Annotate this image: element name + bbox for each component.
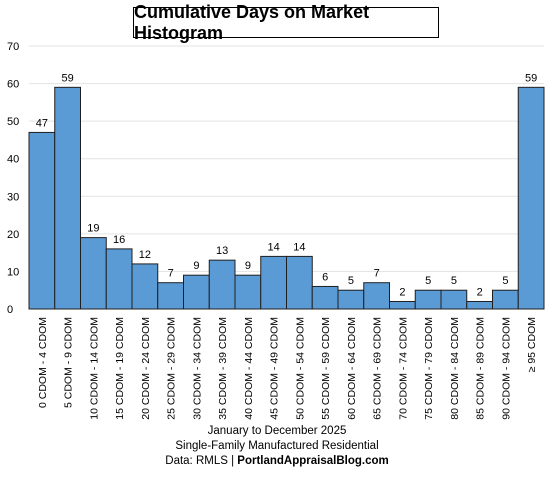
bar — [28, 131, 56, 310]
bar — [311, 285, 339, 310]
bar — [234, 274, 262, 310]
bar — [208, 259, 236, 310]
bar-value-label: 5 — [502, 275, 508, 287]
x-tick-label: 5 CDOM - 9 CDOM — [63, 317, 75, 408]
bar-value-label: 7 — [374, 268, 380, 280]
bar-value-label: 2 — [399, 286, 405, 298]
bar — [54, 86, 81, 310]
bar-value-label: 19 — [87, 223, 99, 235]
bar — [363, 282, 390, 310]
chart-title: Cumulative Days on Market Histogram — [133, 2, 439, 43]
y-tick-label: 20 — [7, 229, 19, 241]
bar-value-label: 5 — [451, 275, 457, 287]
bar-value-label: 6 — [322, 271, 328, 283]
x-tick-label: 55 CDOM - 59 CDOM — [320, 317, 332, 420]
bar-value-label: 9 — [193, 260, 199, 272]
bar — [440, 289, 468, 310]
y-tick-label: 10 — [7, 266, 19, 278]
bar — [80, 237, 107, 310]
x-tick-label: 50 CDOM - 54 CDOM — [294, 317, 306, 420]
bar-value-label: 16 — [113, 234, 125, 246]
x-tick-label: 70 CDOM - 74 CDOM — [397, 317, 409, 420]
footer-date-range: January to December 2025 — [207, 425, 347, 437]
bar-value-label: 5 — [348, 275, 354, 287]
bar-value-label: 12 — [139, 249, 151, 261]
bar-value-label: 14 — [268, 241, 280, 253]
x-tick-label: 60 CDOM - 64 CDOM — [346, 317, 358, 420]
x-tick-label: 90 CDOM - 94 CDOM — [500, 317, 512, 420]
bar-value-label: 5 — [425, 275, 431, 287]
x-axis-ticks: 0 CDOM - 4 CDOM 5 CDOM - 9 CDOM 10 CDOM - … — [37, 317, 538, 420]
bar-value-label: 59 — [525, 72, 537, 84]
bar — [260, 255, 287, 310]
bar-value-label: 2 — [477, 286, 483, 298]
bar — [517, 86, 545, 310]
bar-value-label: 7 — [168, 268, 174, 280]
y-tick-label: 40 — [7, 154, 19, 166]
y-axis-ticks: 0 10 20 30 40 50 60 70 — [7, 41, 19, 316]
bar-value-label: 14 — [293, 241, 305, 253]
bar — [492, 289, 519, 310]
x-tick-label: ≥ 95 CDOM — [526, 317, 538, 372]
bar-value-label: 59 — [62, 72, 74, 84]
y-tick-label: 50 — [7, 116, 19, 128]
x-tick-label: 10 CDOM - 14 CDOM — [88, 317, 100, 420]
y-tick-label: 0 — [7, 304, 13, 316]
footer-property-type: Single-Family Manufactured Residential — [175, 440, 379, 452]
bar-value-label: 9 — [245, 260, 251, 272]
x-tick-label: 15 CDOM - 19 CDOM — [114, 317, 126, 420]
y-tick-label: 30 — [7, 191, 19, 203]
bar — [286, 255, 313, 310]
x-tick-label: 20 CDOM - 24 CDOM — [140, 317, 152, 420]
footer-source: Data: RMLS | PortlandAppraisalBlog.com — [0, 454, 554, 469]
y-tick-label: 70 — [7, 41, 19, 53]
x-tick-label: 75 CDOM - 79 CDOM — [423, 317, 435, 420]
bar — [183, 274, 210, 310]
x-tick-label: 0 CDOM - 4 CDOM — [37, 317, 49, 408]
x-tick-label: 45 CDOM - 49 CDOM — [269, 317, 281, 420]
x-tick-label: 40 CDOM - 44 CDOM — [243, 317, 255, 420]
bars — [28, 86, 545, 310]
x-tick-label: 85 CDOM - 89 CDOM — [475, 317, 487, 420]
bar — [414, 289, 442, 310]
bar — [389, 300, 416, 310]
footer-source-prefix: Data: RMLS | — [165, 455, 238, 467]
x-tick-label: 80 CDOM - 84 CDOM — [449, 317, 461, 420]
x-tick-label: 65 CDOM - 69 CDOM — [372, 317, 384, 420]
bar — [131, 263, 159, 310]
bar — [157, 282, 184, 310]
data-labels: 47 59 19 16 12 7 9 13 9 14 14 6 5 7 2 5 5 2 5 59 — [36, 72, 538, 298]
bar-value-label: 13 — [216, 245, 228, 257]
bar — [105, 248, 133, 310]
bar-value-label: 47 — [36, 117, 48, 129]
bar — [337, 289, 365, 310]
x-tick-label: 30 CDOM - 34 CDOM — [191, 317, 203, 420]
footer-source-site: PortlandAppraisalBlog.com — [237, 455, 389, 467]
bar — [466, 300, 493, 310]
y-tick-label: 60 — [7, 79, 19, 91]
x-tick-label: 35 CDOM - 39 CDOM — [217, 317, 229, 420]
x-tick-label: 25 CDOM - 29 CDOM — [166, 317, 178, 420]
